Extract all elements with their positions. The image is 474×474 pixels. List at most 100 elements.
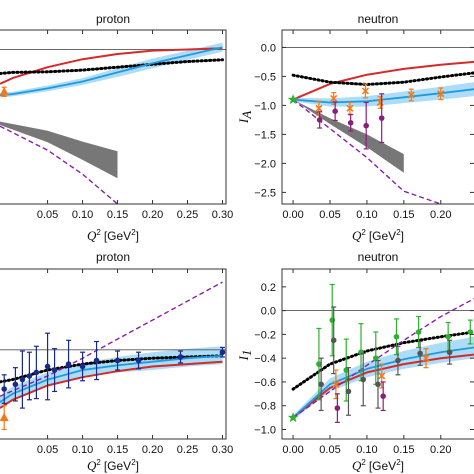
x-tick-label: 0.05: [319, 209, 340, 221]
uncertainty-band-blue: [0, 346, 223, 409]
x-tick-label: 0.15: [107, 444, 128, 456]
y-tick-label: −0.6: [254, 377, 276, 389]
data-point: [415, 329, 422, 335]
data-point-star: [287, 412, 299, 423]
data-point: [372, 355, 379, 361]
x-tick-label: 0.05: [37, 444, 58, 456]
series-line-red: [0, 47, 223, 85]
data-point: [12, 381, 19, 388]
series-line-purple-dashed: [292, 298, 474, 419]
data-point: [44, 363, 51, 370]
series-line-purple-dashed: [0, 125, 118, 204]
plot-frame: [0, 268, 227, 440]
data-point: [332, 108, 338, 114]
data-point-triangle: [0, 412, 9, 422]
data-point: [219, 349, 226, 356]
panel-title: proton: [96, 250, 130, 264]
series-line-blue: [0, 46, 223, 97]
x-tick-label: 0.10: [72, 209, 93, 221]
data-point: [380, 393, 386, 400]
x-tick-label: 0.15: [107, 209, 128, 221]
data-point: [330, 337, 337, 344]
axis-ticks: 0.00 0.05 0.10 0.15 0.20 0.0 −0.5 −1.0 −1.5 −2.0 −…: [254, 30, 474, 221]
x-tick-label: 0.20: [430, 209, 451, 221]
data-point: [417, 350, 423, 357]
data-point-triangle: [0, 86, 9, 96]
x-axis-label: Q2 [GeV2]: [87, 458, 139, 473]
panel-neutron-bottom: neutron 0.00 0.05 0.10 0.15 0.20 0.2 0.0 −0.2 −0…: [236, 250, 474, 473]
data-point: [395, 357, 401, 364]
x-tick-label: 0.00: [282, 209, 303, 221]
series-line-red: [292, 60, 474, 101]
x-tick-label: 0.25: [177, 444, 198, 456]
data-point-cross: [332, 380, 340, 388]
x-axis-label: Q2 [GeV2]: [352, 458, 404, 473]
data-point: [347, 120, 354, 126]
data-point: [345, 388, 352, 395]
data-point-cross: [378, 372, 386, 380]
data-point: [316, 361, 322, 367]
x-tick-label: 0.20: [142, 444, 163, 456]
data-point: [378, 115, 385, 121]
data-point: [65, 361, 72, 367]
series-line-blue: [293, 88, 474, 104]
data-point-cross: [422, 354, 430, 362]
plot-area: [0, 42, 226, 204]
data-point: [33, 369, 40, 376]
data-point: [51, 367, 58, 373]
y-tick-label: −0.8: [254, 401, 276, 413]
data-point-cross: [437, 90, 445, 98]
axis-ticks: 0.00 0.05 0.10 0.15 0.20 0.2 0.0 −0.2 −0.4 −0.6 −0…: [254, 269, 474, 456]
y-tick-label: −1.0: [254, 424, 276, 436]
uncertainty-band-gray: [0, 121, 118, 179]
plot-frame: [281, 268, 474, 440]
data-point-cross: [361, 87, 370, 95]
series-line-red: [292, 353, 474, 419]
data-point: [79, 363, 86, 370]
data-point-cross: [315, 104, 323, 112]
data-point: [93, 357, 100, 364]
x-tick-label: 0.15: [393, 209, 414, 221]
y-axis-label: I1: [236, 350, 254, 362]
y-tick-label: −0.5: [254, 71, 276, 83]
plot-area: [0, 281, 226, 431]
data-point: [135, 357, 142, 364]
x-tick-label: 0.20: [430, 444, 451, 456]
panel-proton-bottom: proton 0.05 0.10 0.15 0.20 0.25 0.30 Q2 [GeV2]: [0, 250, 233, 473]
y-tick-label: 0.2: [261, 282, 276, 294]
panel-title: proton: [96, 12, 130, 26]
series-line-purple-dashed: [292, 99, 442, 204]
y-tick-label: −2.0: [254, 158, 276, 170]
y-tick-label: 0.0: [261, 306, 276, 318]
y-tick-label: −0.4: [254, 353, 276, 365]
y-tick-label: −0.2: [254, 329, 276, 341]
panel-proton-top: proton 0.05 0.10 0.15 0.20 0.25 0.30 Q2 [GeV2]: [0, 12, 233, 243]
x-tick-label: 0.00: [282, 444, 303, 456]
x-tick-label: 0.10: [356, 209, 377, 221]
plot-frame: [281, 29, 474, 205]
data-point: [114, 357, 121, 364]
data-point: [446, 349, 453, 356]
data-point: [1, 386, 7, 392]
axis-ticks: 0.05 0.10 0.15 0.20 0.25 0.30: [37, 269, 233, 456]
data-point: [343, 367, 350, 373]
data-point: [177, 354, 184, 360]
series-line-black-dotted: [0, 58, 224, 75]
x-axis-label: Q2 [GeV2]: [352, 228, 404, 243]
uncertainty-band-blue: [0, 42, 223, 98]
y-tick-label: −2.5: [254, 187, 276, 199]
y-axis-label: IA: [236, 111, 254, 124]
panel-neutron-top: neutron 0.00 0.05 0.10 0.15 0.20 0.0 −0.5 −1.0 −…: [236, 12, 474, 243]
data-point: [316, 117, 323, 123]
data-point: [445, 333, 451, 340]
y-tick-label: 0.0: [261, 42, 276, 54]
plot-frame: [0, 29, 227, 205]
data-point: [318, 381, 324, 388]
data-point: [375, 381, 381, 388]
x-tick-label: 0.30: [212, 444, 233, 456]
x-tick-label: 0.10: [356, 444, 377, 456]
panel-title: neutron: [358, 12, 399, 26]
data-point: [467, 329, 474, 335]
data-point: [19, 376, 26, 383]
